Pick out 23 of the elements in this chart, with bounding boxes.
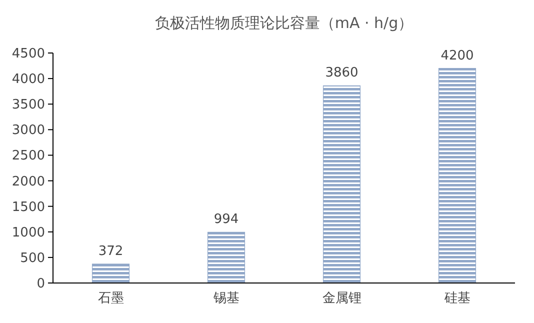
data-label: 372: [98, 244, 124, 259]
data-label: 4200: [440, 48, 474, 64]
y-tick-label: 4500: [12, 46, 45, 62]
bar: [322, 85, 361, 284]
bar: [438, 68, 476, 284]
y-tick-label: 3000: [12, 123, 45, 138]
y-tick-label: 1500: [12, 200, 45, 215]
chart-title: 负极活性物质理论比容量（mA · h/g）: [154, 14, 414, 32]
y-tick-label: 4000: [12, 72, 45, 88]
y-tick-label: 500: [20, 250, 45, 266]
data-label: 994: [214, 212, 239, 228]
y-tick-label: 2000: [12, 174, 45, 190]
x-tick-label: 硅基: [443, 291, 470, 306]
x-tick-label: 锡基: [212, 291, 240, 306]
bar: [207, 232, 246, 284]
y-tick-label: 3500: [12, 98, 45, 113]
data-label: 3860: [325, 66, 358, 81]
y-tick-label: 1000: [12, 225, 45, 240]
x-tick-label: 石墨: [98, 291, 124, 306]
x-tick-label: 金属锂: [322, 291, 362, 306]
y-tick-label: 2500: [12, 148, 45, 164]
bar: [92, 264, 130, 284]
y-tick-label: 0: [36, 276, 45, 292]
